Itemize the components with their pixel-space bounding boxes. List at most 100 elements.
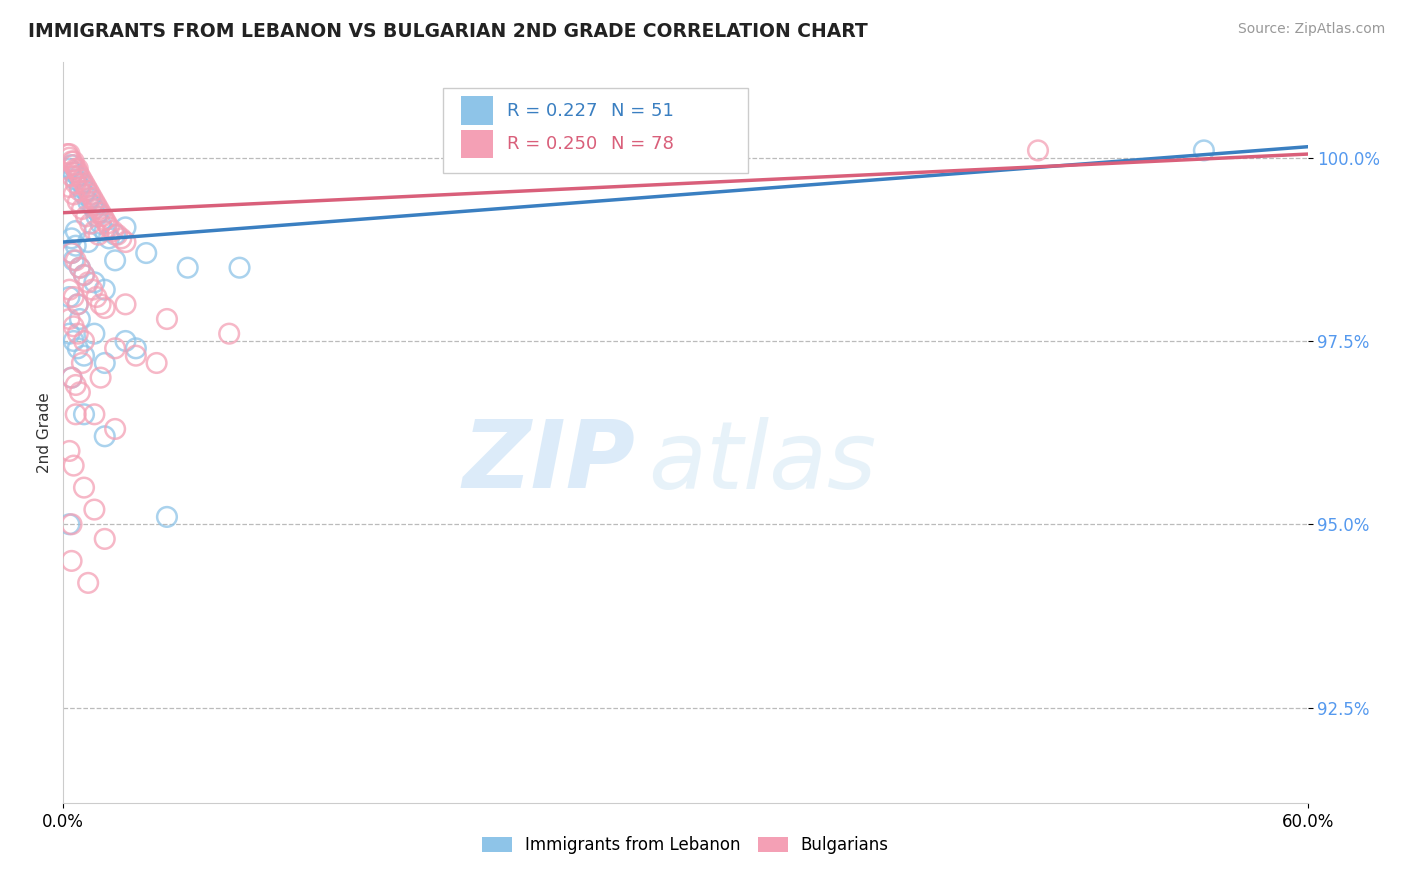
Point [83,407,105,421]
Point [83,224,105,238]
Point [114,235,136,249]
Point [65,224,87,238]
Point [97,220,120,235]
Point [75,180,97,194]
Point [58,312,80,326]
Point [96,217,118,231]
Point [62,319,84,334]
Point [93,356,115,370]
Point [86,210,108,224]
Point [69,260,91,275]
Point [69,385,91,400]
Point [79,187,101,202]
FancyBboxPatch shape [461,96,492,125]
Point [83,194,105,209]
Point [73,481,96,495]
Point [93,301,115,315]
Point [79,217,101,231]
Point [97,231,120,245]
Point [58,161,80,176]
Point [105,227,128,242]
Text: IMMIGRANTS FROM LEBANON VS BULGARIAN 2ND GRADE CORRELATION CHART: IMMIGRANTS FROM LEBANON VS BULGARIAN 2ND… [28,22,868,41]
Point [65,238,87,252]
Point [58,326,80,341]
Point [228,260,250,275]
Point [77,276,100,290]
Point [65,177,87,191]
Point [114,297,136,311]
Point [69,312,91,326]
Point [65,253,87,268]
Point [73,334,96,348]
Point [104,422,127,436]
Point [93,213,115,227]
Point [73,349,96,363]
Point [69,260,91,275]
Point [110,231,132,245]
Point [82,283,104,297]
Point [58,147,80,161]
Point [114,220,136,235]
Point [75,210,97,224]
Point [66,297,89,311]
Point [73,407,96,421]
Point [1026,144,1049,158]
Point [62,165,84,179]
Point [58,151,80,165]
Point [58,290,80,304]
Point [62,158,84,172]
Point [104,253,127,268]
Point [65,172,87,186]
Point [62,334,84,348]
Text: R = 0.227: R = 0.227 [508,102,598,120]
Point [62,187,84,202]
Point [66,341,89,355]
Point [60,517,83,532]
Point [83,276,105,290]
Point [86,198,108,212]
Point [70,177,93,191]
Point [69,169,91,183]
Point [90,217,112,231]
Point [218,326,240,341]
Point [77,235,100,249]
Point [79,191,101,205]
Point [73,268,96,282]
Point [62,458,84,473]
Point [60,169,83,183]
Point [60,231,83,245]
Point [90,297,112,311]
Point [90,205,112,219]
Point [83,202,105,216]
Point [66,326,89,341]
Text: atlas: atlas [648,417,876,508]
Point [73,177,96,191]
Text: Source: ZipAtlas.com: Source: ZipAtlas.com [1237,22,1385,37]
Point [62,290,84,304]
Point [70,202,93,216]
Point [93,429,115,443]
Point [69,184,91,198]
Point [60,246,83,260]
Point [60,370,83,384]
Point [101,224,124,238]
Point [93,283,115,297]
Point [58,517,80,532]
Point [66,194,89,209]
Point [60,158,83,172]
Y-axis label: 2nd Grade: 2nd Grade [37,392,52,473]
Point [66,165,89,179]
Text: ZIP: ZIP [463,417,636,508]
Point [60,154,83,169]
FancyBboxPatch shape [443,88,748,173]
Point [58,180,80,194]
Point [83,502,105,516]
Point [125,349,148,363]
Point [66,297,89,311]
Point [87,202,110,216]
Point [62,154,84,169]
Point [93,224,115,238]
Legend: Immigrants from Lebanon, Bulgarians: Immigrants from Lebanon, Bulgarians [475,830,896,861]
Point [83,326,105,341]
Point [62,253,84,268]
